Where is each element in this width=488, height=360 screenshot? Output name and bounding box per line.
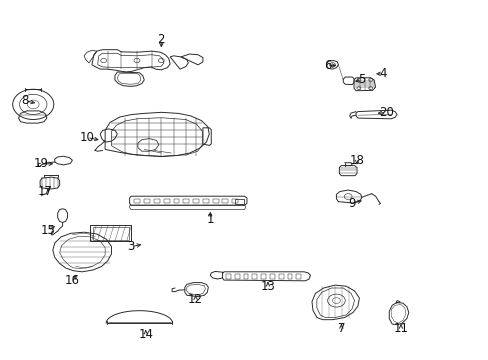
Text: 3: 3 [127,240,135,253]
Text: 17: 17 [38,185,52,198]
Text: 18: 18 [349,154,364,167]
Bar [234,199,243,204]
Bar [193,199,199,203]
Text: 8: 8 [21,94,29,107]
Bar [296,274,301,279]
Text: 12: 12 [188,293,203,306]
Text: 1: 1 [206,213,214,226]
Bar [222,199,228,203]
Bar [144,199,150,203]
Bar [287,274,292,279]
Bar [278,274,283,279]
Bar [183,199,189,203]
Bar [232,199,238,203]
Bar [234,274,239,279]
Text: 9: 9 [347,197,355,210]
Text: 10: 10 [80,131,94,144]
Bar [93,227,129,240]
Text: 6: 6 [323,59,331,72]
Text: 19: 19 [34,157,49,170]
Text: 15: 15 [41,224,55,237]
Text: 4: 4 [378,67,386,80]
Bar [173,199,179,203]
Bar [134,199,140,203]
Bar [212,199,218,203]
Bar [252,274,257,279]
Bar [243,274,248,279]
Text: 13: 13 [260,280,275,293]
Text: 5: 5 [357,73,365,86]
Text: 7: 7 [337,322,345,335]
Text: 14: 14 [138,328,153,341]
Bar [269,274,274,279]
Text: 20: 20 [378,106,393,119]
Bar [261,274,265,279]
Text: 16: 16 [65,274,80,287]
Bar [225,274,230,279]
Text: 2: 2 [157,33,165,46]
Bar [90,225,130,241]
Bar [154,199,160,203]
Bar [203,199,208,203]
Text: 11: 11 [393,322,407,335]
Bar [163,199,169,203]
